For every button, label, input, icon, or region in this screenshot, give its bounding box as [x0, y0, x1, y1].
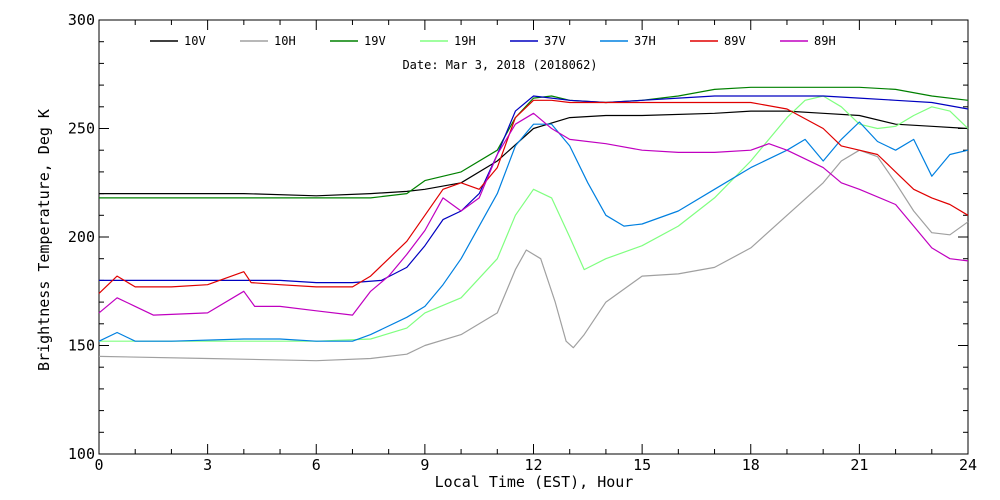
series-line-37v [99, 95, 969, 284]
x-tick-label: 0 [94, 456, 103, 474]
x-tick-label: 21 [850, 456, 868, 474]
x-tick-label: 24 [959, 456, 977, 474]
x-tick-label: 18 [742, 456, 760, 474]
y-axis-title: Brightness Temperature, Deg K [35, 109, 53, 371]
series-line-10v [99, 110, 969, 197]
chart-title: Date: Mar 3, 2018 (2018062) [402, 58, 597, 72]
legend-label-37h: 37H [634, 34, 656, 48]
y-tick-label: 150 [68, 337, 95, 355]
axis-tick-labels: 0 3 6 9 12 15 18 21 24 100 150 200 250 300 [68, 11, 977, 474]
y-tick-label: 300 [68, 11, 95, 29]
series-line-89h [98, 112, 969, 316]
y-tick-label: 100 [68, 445, 95, 463]
legend-label-10v: 10V [184, 34, 206, 48]
axis-ticks [98, 19, 969, 455]
legend-label-89v: 89V [724, 34, 746, 48]
series-line-10h [98, 149, 969, 362]
x-tick-label: 12 [524, 456, 542, 474]
legend-label-10h: 10H [274, 34, 296, 48]
plot-frame [98, 19, 969, 455]
legend-label-37v: 37V [544, 34, 566, 48]
series-lines [98, 86, 969, 362]
x-tick-label: 9 [420, 456, 429, 474]
series-line-89v [98, 99, 969, 294]
legend-label-89h: 89H [814, 34, 836, 48]
x-tick-label: 6 [312, 456, 321, 474]
y-tick-label: 250 [68, 120, 95, 138]
y-tick-label: 200 [68, 228, 95, 246]
legend-label-19h: 19H [454, 34, 476, 48]
series-line-37h [98, 121, 969, 342]
series-line-19h [99, 95, 969, 342]
legend-label-19v: 19V [364, 34, 386, 48]
x-tick-label: 15 [633, 456, 651, 474]
x-axis-title: Local Time (EST), Hour [435, 473, 634, 491]
legend: 10V 10H 19V 19H 37V 37H 89V 89H [150, 34, 836, 48]
x-tick-label: 3 [203, 456, 212, 474]
